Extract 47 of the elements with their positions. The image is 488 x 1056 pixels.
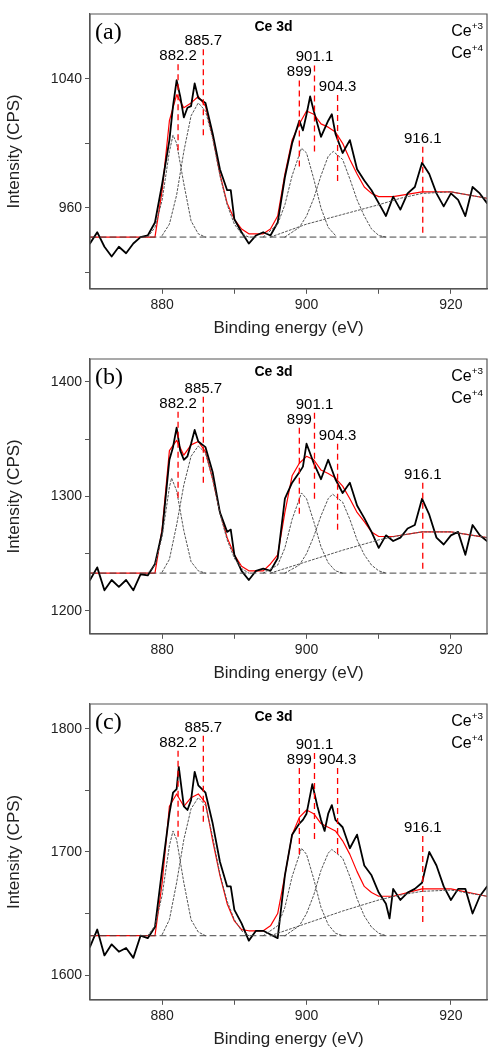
ref-line-label: 901.1 (295, 394, 334, 412)
ref-line-label: 901.1 (295, 47, 334, 65)
x-axis-title: Binding energy (eV) (213, 663, 364, 683)
x-tick-label: 920 (439, 641, 463, 658)
ref-line-label: 904.3 (318, 425, 357, 443)
y-tick-label: 1300 (50, 487, 83, 504)
x-tick-label: 900 (294, 641, 319, 658)
ref-line-label: 882.2 (159, 732, 197, 750)
y-tick-label: 1800 (50, 719, 83, 736)
ref-line-label: 916.1 (403, 128, 442, 146)
chart-title: Ce 3d (254, 17, 293, 34)
y-tick-label: 1040 (50, 69, 83, 86)
ref-line-label: 899 (286, 62, 312, 80)
x-tick-label: 920 (439, 296, 463, 313)
ref-line-label: 882.2 (159, 393, 197, 411)
y-axis-title: Intensity (CPS) (3, 94, 23, 209)
ref-line-label: 904.3 (318, 750, 357, 768)
ref-line-label: 899 (286, 750, 312, 768)
y-tick-label: 1400 (50, 372, 83, 389)
chart-title: Ce 3d (254, 707, 293, 724)
annotation: (b) (95, 363, 123, 389)
annotation: (a) (95, 18, 122, 44)
y-tick-label: 1600 (50, 966, 83, 983)
x-tick-label: 900 (294, 296, 319, 313)
ref-line-label: 885.7 (184, 717, 223, 735)
y-axis-title: Intensity (CPS) (3, 439, 23, 554)
y-tick-label: 960 (58, 198, 83, 215)
y-tick-label: 1200 (50, 601, 83, 618)
x-tick-label: 920 (439, 1007, 463, 1024)
ref-line-label: 899 (286, 409, 312, 427)
y-axis-title: Intensity (CPS) (3, 794, 23, 910)
x-tick-label: 880 (150, 1007, 175, 1024)
ref-line-label: 916.1 (403, 464, 442, 482)
x-axis-title: Binding energy (eV) (213, 318, 364, 338)
annotation: (c) (95, 708, 122, 734)
ref-line-label: 882.2 (159, 46, 197, 64)
y-tick-label: 1700 (50, 842, 83, 859)
chart-title: Ce 3d (254, 362, 293, 379)
x-axis-title: Binding energy (eV) (213, 1029, 364, 1049)
x-tick-label: 880 (150, 296, 175, 313)
ref-line-label: 885.7 (184, 378, 223, 396)
ref-line-label: 901.1 (295, 735, 334, 753)
ref-line-label: 904.3 (318, 76, 357, 94)
x-tick-label: 900 (294, 1007, 319, 1024)
ref-line-label: 916.1 (403, 817, 442, 835)
x-tick-label: 880 (150, 641, 175, 658)
ref-line-label: 885.7 (184, 31, 223, 49)
